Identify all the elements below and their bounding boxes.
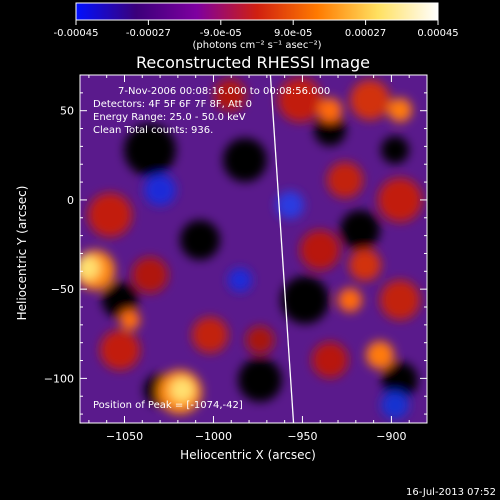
emission-blob <box>378 178 422 222</box>
annotation-detectors: Detectors: 4F 5F 6F 7F 8F, Att 0 <box>93 99 252 110</box>
x-tick-label: −1050 <box>106 430 143 443</box>
solar-limb-line <box>269 75 295 423</box>
y-axis-label: Heliocentric Y (arcsec) <box>15 186 29 321</box>
annotation-peak-position: Position of Peak = [-1074,-42] <box>93 400 243 411</box>
emission-blob <box>381 391 409 419</box>
colorbar-tick-label: -0.00027 <box>126 28 171 39</box>
emission-blob <box>100 330 140 370</box>
emission-blob <box>80 256 100 280</box>
colorbar-tick-label: 0.00045 <box>417 28 458 39</box>
emission-blob <box>102 282 138 318</box>
emission-blob <box>340 210 380 250</box>
emission-blob <box>300 230 340 270</box>
emission-blob <box>132 257 168 293</box>
emission-blob <box>180 220 220 260</box>
emission-blob <box>327 162 363 198</box>
emission-blob <box>350 80 390 120</box>
annotation-time-range: 7-Nov-2006 00:08:16.000 to 00:08:56.000 <box>118 86 330 97</box>
plot-frame <box>79 74 428 424</box>
plot-area <box>80 75 427 423</box>
emission-blob <box>276 191 304 219</box>
emission-blob <box>281 276 329 324</box>
colorbar-units-label: (photons cm⁻² s⁻¹ asec⁻²) <box>192 40 321 51</box>
x-tick-label: −1000 <box>195 430 232 443</box>
x-axis-label: Heliocentric X (arcsec) <box>180 448 316 462</box>
colorbar-tick-label: -0.00045 <box>54 28 99 39</box>
x-axis-ticks: −1050 −1000 −950 −900 <box>88 75 428 443</box>
emission-blob <box>381 136 409 164</box>
emission-blob <box>192 317 228 353</box>
image-emission-map <box>80 78 422 419</box>
emission-blob <box>278 78 322 122</box>
emission-blob <box>366 341 394 369</box>
emission-blob <box>144 174 176 206</box>
y-tick-label: −50 <box>51 283 74 296</box>
emission-blob <box>388 98 412 122</box>
annotation-clean-counts: Clean Total counts: 936. <box>93 125 213 136</box>
emission-blob <box>120 310 140 330</box>
chart-title: Reconstructed RHESSI Image <box>136 53 370 72</box>
emission-blob <box>312 342 348 378</box>
colorbar-ticks: -0.00045 -0.00027 -9.0e-05 9.0e-05 0.00027 0.… <box>54 20 459 39</box>
emission-blob <box>318 98 342 122</box>
y-axis-ticks: −100 −50 0 50 <box>44 74 427 415</box>
y-tick-label: 50 <box>60 105 74 118</box>
emission-blob <box>223 138 267 182</box>
emission-blob <box>314 114 346 146</box>
emission-blob <box>246 326 274 354</box>
emission-blob <box>349 249 381 281</box>
colorbar-tick-label: 0.00027 <box>345 28 386 39</box>
emission-blob <box>170 378 194 402</box>
annotation-energy-range: Energy Range: 25.0 - 50.0 keV <box>93 112 246 123</box>
emission-blob <box>338 288 362 312</box>
emission-blob <box>380 280 420 320</box>
footer-timestamp: 16-Jul-2013 07:52 <box>405 487 496 498</box>
emission-blob <box>228 268 252 292</box>
x-tick-label: −950 <box>287 430 317 443</box>
emission-blob <box>238 358 282 402</box>
y-tick-label: 0 <box>67 194 74 207</box>
emission-blob <box>382 362 418 398</box>
emission-blob <box>124 124 176 176</box>
colorbar-tick-label: -9.0e-05 <box>200 28 242 39</box>
colorbar-tick-label: 9.0e-05 <box>274 28 312 39</box>
emission-blob <box>214 79 246 111</box>
emission-blob <box>88 193 132 237</box>
colorbar <box>75 2 439 21</box>
x-tick-label: −900 <box>376 430 406 443</box>
y-tick-label: −100 <box>44 372 74 385</box>
